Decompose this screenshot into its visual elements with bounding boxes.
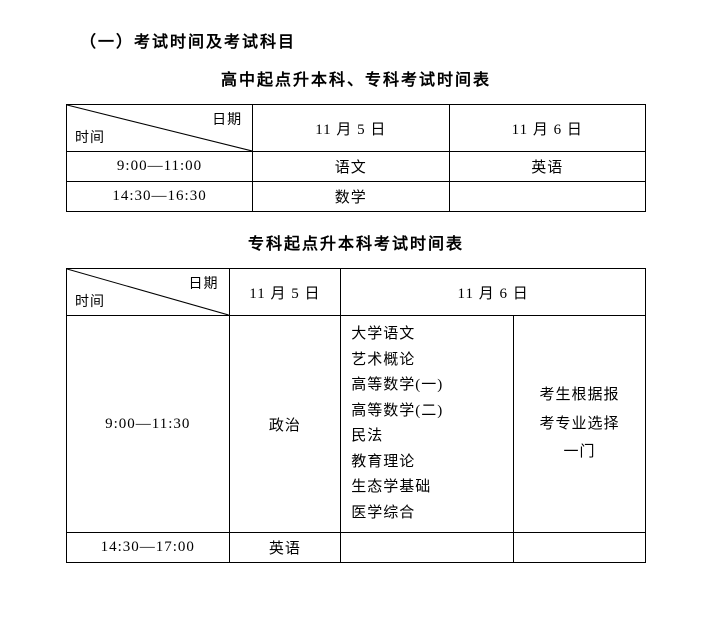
header-time-label: 时间 (75, 127, 105, 147)
subject-cell: 英语 (229, 533, 341, 563)
diagonal-header-cell: 日期 时间 (67, 105, 253, 152)
time-cell: 9:00—11:30 (67, 316, 230, 533)
subject-cell (513, 533, 645, 563)
header-time-label: 时间 (75, 291, 105, 311)
header-date2: 11 月 6 日 (449, 105, 645, 152)
table-row: 9:00—11:30 政治 大学语文 艺术概论 高等数学(一) 高等数学(二) … (67, 316, 646, 533)
subject-cell: 英语 (449, 152, 645, 182)
section-heading: （一）考试时间及考试科目 (80, 28, 672, 52)
header-date2: 11 月 6 日 (341, 269, 646, 316)
diagonal-header-cell: 日期 时间 (67, 269, 230, 316)
subject-cell (449, 182, 645, 212)
table-row: 14:30—17:00 英语 (67, 533, 646, 563)
table1-title: 高中起点升本科、专科考试时间表 (40, 66, 672, 90)
time-cell: 14:30—16:30 (67, 182, 253, 212)
note-line: 一门 (522, 438, 637, 467)
list-item: 教育理论 (351, 450, 503, 476)
note-cell: 考生根据报 考专业选择 一门 (513, 316, 645, 533)
table-row: 9:00—11:00 语文 英语 (67, 152, 646, 182)
subject-list-cell: 大学语文 艺术概论 高等数学(一) 高等数学(二) 民法 教育理论 生态学基础 … (341, 316, 514, 533)
subject-cell (341, 533, 514, 563)
list-item: 高等数学(一) (351, 373, 503, 399)
time-cell: 9:00—11:00 (67, 152, 253, 182)
subject-cell: 数学 (253, 182, 449, 212)
list-item: 高等数学(二) (351, 399, 503, 425)
list-item: 大学语文 (351, 322, 503, 348)
list-item: 医学综合 (351, 501, 503, 527)
table1: 日期 时间 11 月 5 日 11 月 6 日 9:00—11:00 语文 英语… (66, 104, 646, 212)
list-item: 生态学基础 (351, 475, 503, 501)
table-row: 日期 时间 11 月 5 日 11 月 6 日 (67, 105, 646, 152)
table2: 日期 时间 11 月 5 日 11 月 6 日 9:00—11:30 政治 大学… (66, 268, 646, 563)
table2-title: 专科起点升本科考试时间表 (40, 230, 672, 254)
header-date1: 11 月 5 日 (253, 105, 449, 152)
list-item: 艺术概论 (351, 348, 503, 374)
header-date1: 11 月 5 日 (229, 269, 341, 316)
list-item: 民法 (351, 424, 503, 450)
table-row: 14:30—16:30 数学 (67, 182, 646, 212)
subject-cell: 政治 (229, 316, 341, 533)
note-line: 考专业选择 (522, 410, 637, 439)
table-row: 日期 时间 11 月 5 日 11 月 6 日 (67, 269, 646, 316)
subject-cell: 语文 (253, 152, 449, 182)
time-cell: 14:30—17:00 (67, 533, 230, 563)
header-date-label: 日期 (189, 273, 219, 293)
header-date-label: 日期 (212, 109, 242, 129)
note-line: 考生根据报 (522, 381, 637, 410)
